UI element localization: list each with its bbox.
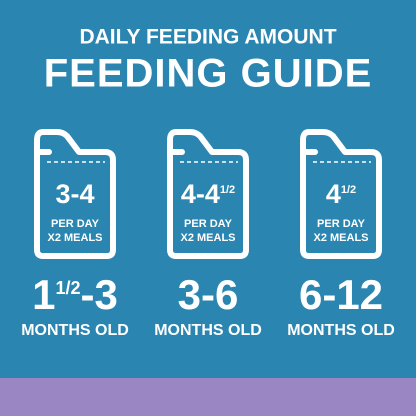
meals: X2 MEALS — [180, 232, 235, 244]
background — [0, 0, 416, 378]
pouch-icon — [34, 129, 116, 259]
age: 6-12 — [299, 271, 383, 318]
age-part: 1 — [32, 271, 55, 318]
column: 3-4 PER DAY X2 MEALS 11/2-3 MONTHS OLD — [21, 129, 129, 339]
age-unit: MONTHS OLD — [287, 322, 395, 339]
amount: 3-4 — [55, 179, 94, 209]
meals: X2 MEALS — [47, 232, 102, 244]
age-part: 3-6 — [178, 271, 239, 318]
meals: X2 MEALS — [313, 232, 368, 244]
age: 3-6 — [178, 271, 239, 318]
amount: 41/2 — [326, 179, 356, 209]
age-part: -3 — [81, 271, 118, 318]
bottom-strip — [0, 378, 416, 416]
amount-part: 3-4 — [55, 179, 94, 209]
amount-part: 1/2 — [220, 184, 235, 196]
age-part: 1/2 — [55, 278, 80, 298]
column: 4-41/2 PER DAY X2 MEALS 3-6 MONTHS OLD — [154, 129, 262, 339]
per-day: PER DAY — [184, 218, 233, 230]
pouch-icon — [167, 129, 249, 259]
age: 11/2-3 — [32, 271, 118, 318]
pouch-icon — [300, 129, 382, 259]
amount: 4-41/2 — [181, 179, 235, 209]
amount-part: 4-4 — [181, 179, 220, 209]
per-day: PER DAY — [51, 218, 100, 230]
title: FEEDING GUIDE — [44, 52, 373, 96]
subtitle: DAILY FEEDING AMOUNT — [79, 26, 336, 49]
age-unit: MONTHS OLD — [154, 322, 262, 339]
per-day: PER DAY — [317, 218, 366, 230]
age-part: 6-12 — [299, 271, 383, 318]
column: 41/2 PER DAY X2 MEALS 6-12 MONTHS OLD — [287, 129, 395, 339]
age-unit: MONTHS OLD — [21, 322, 129, 339]
amount-part: 4 — [326, 179, 341, 209]
amount-part: 1/2 — [341, 184, 356, 196]
